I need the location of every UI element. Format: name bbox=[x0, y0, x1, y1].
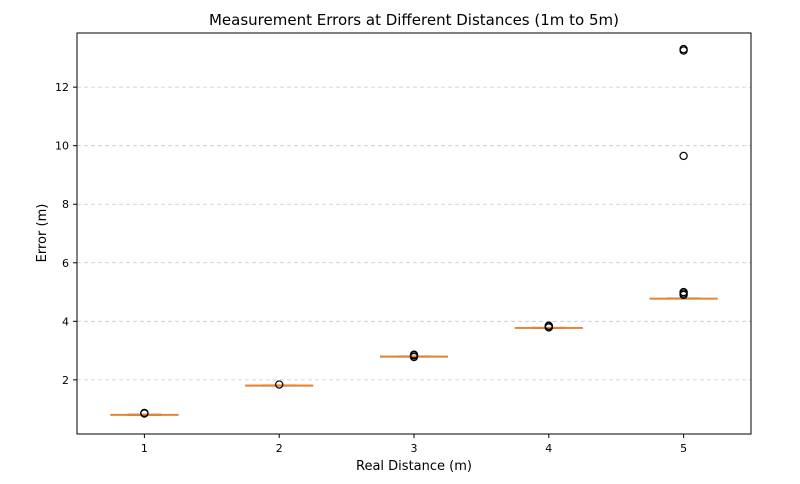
x-tick-label: 2 bbox=[276, 442, 283, 455]
x-axis-label: Real Distance (m) bbox=[356, 459, 472, 474]
outlier-point bbox=[679, 44, 688, 54]
y-tick-label: 8 bbox=[62, 198, 69, 211]
x-tick-label: 4 bbox=[545, 442, 552, 455]
y-axis-label: Error (m) bbox=[35, 204, 50, 263]
x-tick-label: 5 bbox=[680, 442, 687, 455]
box-2 bbox=[245, 380, 314, 389]
y-tick-label: 10 bbox=[55, 140, 69, 153]
plot-frame bbox=[76, 32, 752, 435]
grid-lines bbox=[77, 86, 751, 381]
box-series bbox=[110, 44, 718, 418]
outlier-point bbox=[275, 380, 284, 389]
outlier-point bbox=[140, 408, 149, 418]
outlier-point bbox=[679, 287, 688, 297]
y-tick-label: 12 bbox=[55, 81, 69, 94]
chart-title: Measurement Errors at Different Distance… bbox=[209, 11, 619, 29]
box-5 bbox=[649, 44, 718, 300]
x-tick-label: 1 bbox=[141, 442, 148, 455]
box-1 bbox=[110, 408, 179, 418]
box-3 bbox=[379, 350, 448, 362]
outlier-point bbox=[544, 321, 554, 330]
outlier-point bbox=[409, 350, 419, 359]
outlier-point bbox=[679, 151, 688, 161]
y-tick-label: 6 bbox=[62, 257, 69, 270]
y-tick-label: 4 bbox=[62, 315, 69, 328]
y-tick-label: 2 bbox=[62, 374, 69, 387]
box-4 bbox=[514, 321, 583, 332]
x-tick-label: 3 bbox=[411, 442, 418, 455]
